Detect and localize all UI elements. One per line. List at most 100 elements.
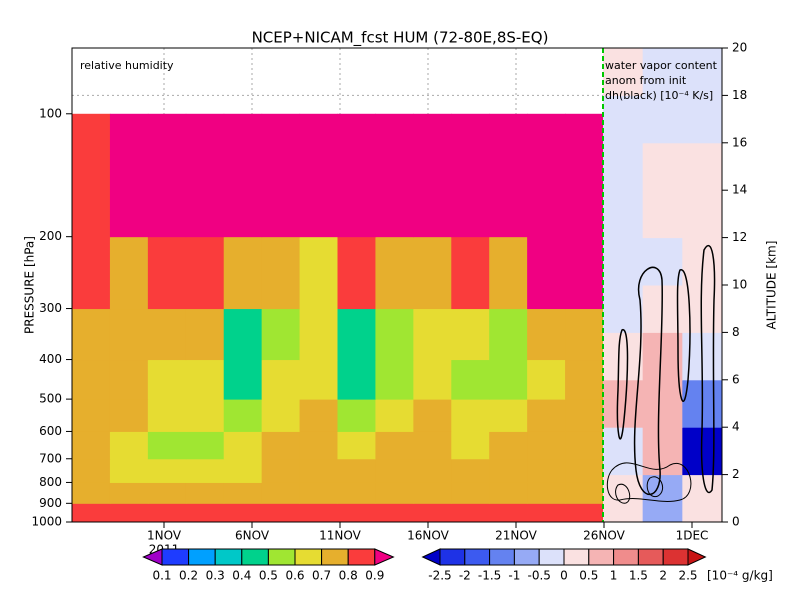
field-cell xyxy=(299,503,338,523)
colorbar-swatch xyxy=(214,548,243,566)
x-tick-label: 26NOV xyxy=(583,529,625,543)
field-cell xyxy=(375,113,414,238)
field-cell xyxy=(413,431,452,460)
field-cell xyxy=(147,308,187,361)
field-cell xyxy=(72,503,111,523)
field-cell xyxy=(413,308,452,361)
field-cell xyxy=(337,236,376,310)
field-cell xyxy=(413,113,452,238)
contour xyxy=(700,244,716,494)
field-cell xyxy=(223,431,263,460)
field-cell xyxy=(147,236,187,310)
field-cell xyxy=(261,503,301,523)
field-cell xyxy=(185,113,225,238)
field-cell xyxy=(337,431,376,460)
field-cell xyxy=(299,359,338,400)
contour xyxy=(615,476,663,504)
colorbar-label: 0 xyxy=(560,569,568,583)
colorbar-label: -2 xyxy=(459,569,471,583)
field-cell xyxy=(565,236,604,310)
colorbar-swatch xyxy=(489,548,515,566)
field-cell xyxy=(299,482,338,504)
field-cell xyxy=(185,359,225,400)
field-cell xyxy=(109,431,149,460)
field-cell xyxy=(451,236,490,310)
field-cell xyxy=(565,399,604,432)
contour xyxy=(616,329,629,440)
y2-tick-label: 6 xyxy=(732,372,740,386)
field-cell xyxy=(261,482,301,504)
panel-label: dh(black) [10⁻⁴ K/s] xyxy=(605,89,713,102)
y-tick-label: 600 xyxy=(39,424,62,438)
colorbar-swatch xyxy=(563,548,590,566)
field-cell xyxy=(72,359,111,400)
colorbar-label: 0.6 xyxy=(285,569,304,583)
field-cell xyxy=(565,359,604,400)
field-cell xyxy=(451,503,490,523)
field-cell xyxy=(375,236,414,310)
x-tick-label: 1DEC xyxy=(676,529,709,543)
colorbar-swatch xyxy=(421,548,441,566)
field-cell xyxy=(682,142,723,191)
field-cell xyxy=(299,458,338,483)
y-tick-label: 800 xyxy=(39,475,62,489)
x-tick-label: 6NOV xyxy=(235,529,270,543)
y-tick-label: 900 xyxy=(39,496,62,510)
colorbar-label: 1 xyxy=(610,569,618,583)
field-cell xyxy=(72,431,111,460)
field-cell xyxy=(337,482,376,504)
colorbar-swatch xyxy=(188,548,216,566)
colorbar-label: 0.7 xyxy=(312,569,331,583)
panel-label: relative humidity xyxy=(80,59,174,72)
y2-tick-label: 14 xyxy=(732,183,747,197)
colorbar-label: 0.8 xyxy=(339,569,358,583)
field-cell xyxy=(682,474,723,523)
colorbar-swatch xyxy=(294,548,323,566)
field-cell xyxy=(261,359,301,400)
field-cell xyxy=(603,237,644,286)
fields xyxy=(72,47,723,523)
y2-tick-label: 12 xyxy=(732,230,747,244)
field-cell xyxy=(642,190,683,239)
field-cell xyxy=(223,399,263,432)
field-cell xyxy=(527,482,566,504)
field-cell xyxy=(527,308,566,361)
colorbar-label: 0.5 xyxy=(259,569,278,583)
field-cell xyxy=(375,503,414,523)
field-cell xyxy=(642,95,683,144)
field-cell xyxy=(223,458,263,483)
field-cell xyxy=(109,458,149,483)
field-cell xyxy=(147,458,187,483)
field-cell xyxy=(451,359,490,400)
field-cell xyxy=(261,308,301,361)
field-cell xyxy=(261,236,301,310)
colorbar-swatch xyxy=(662,548,689,566)
field-cell xyxy=(147,359,187,400)
colorbar-swatch xyxy=(538,548,565,566)
field-cell xyxy=(72,399,111,432)
field-cell xyxy=(565,458,604,483)
colorbar-label: -1.5 xyxy=(478,569,501,583)
field-cell xyxy=(147,503,187,523)
colorbar-label: -2.5 xyxy=(428,569,451,583)
field-cell xyxy=(185,482,225,504)
field-cell xyxy=(603,95,644,144)
field-cell xyxy=(642,474,683,523)
x-tick-label: 16NOV xyxy=(407,529,449,543)
colorbar-swatch xyxy=(637,548,664,566)
field-cell xyxy=(375,458,414,483)
x-tick-label: 21NOV xyxy=(495,529,537,543)
field-cell xyxy=(375,359,414,400)
field-cell xyxy=(451,399,490,432)
colorbar-label: 0.2 xyxy=(179,569,198,583)
field-cell xyxy=(413,399,452,432)
dh-contours xyxy=(606,244,716,504)
colorbar-unit: [10⁻⁴ g/kg] xyxy=(707,569,773,583)
field-cell xyxy=(109,308,149,361)
field-cell xyxy=(682,48,723,96)
colorbar-swatch xyxy=(439,548,466,566)
y2-tick-label: 10 xyxy=(732,278,747,292)
field-cell xyxy=(603,285,644,333)
y-tick-label: 1000 xyxy=(31,515,62,529)
